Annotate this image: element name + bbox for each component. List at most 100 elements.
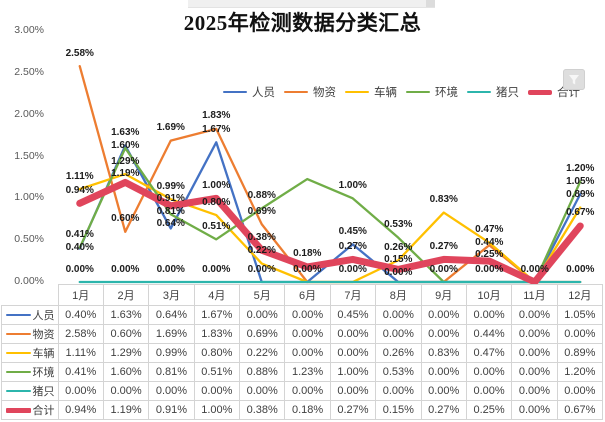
table-value-cell: 0.27%	[420, 400, 467, 420]
table-value-cell: 0.00%	[465, 362, 513, 382]
legend-item-2[interactable]: 车辆	[345, 84, 397, 100]
table-value-cell: 1.67%	[193, 305, 241, 325]
table-value-cell: 1.19%	[102, 400, 150, 420]
table-value-cell: 0.38%	[238, 400, 286, 420]
table-value-cell: 0.00%	[511, 400, 558, 420]
legend-swatch	[223, 90, 247, 94]
series-swatch	[6, 313, 31, 317]
legend-item-4[interactable]: 猪只	[467, 84, 519, 100]
table-value-cell: 0.94%	[57, 400, 104, 420]
table-value-cell: 0.25%	[465, 400, 513, 420]
table-value-cell: 0.69%	[238, 324, 286, 344]
table-value-cell: 0.00%	[511, 324, 558, 344]
table-value-cell: 0.99%	[148, 343, 195, 363]
table-value-cell: 0.44%	[465, 324, 513, 344]
table-value-cell: 0.00%	[284, 343, 331, 363]
series-swatch	[6, 370, 31, 374]
table-value-cell: 0.00%	[329, 381, 377, 401]
series-swatch	[6, 389, 31, 393]
table-value-cell: 0.47%	[465, 343, 513, 363]
table-value-cell: 0.00%	[375, 381, 422, 401]
table-value-cell: 0.00%	[238, 381, 286, 401]
table-value-cell: 0.40%	[57, 305, 104, 325]
y-axis-tick: 2.00%	[14, 107, 44, 120]
month-header-cell: 4月	[193, 284, 241, 306]
funnel-icon	[569, 74, 579, 84]
chart-data-table: 1月 2月 3月 4月 5月 6月 7月 8月 9月 10月 11月 12月 人员 0.40% 1.63% 0…	[1, 284, 604, 420]
legend-swatch	[284, 90, 308, 94]
y-axis-tick: 3.00%	[14, 24, 44, 36]
series-label-cell: 人员	[1, 305, 59, 325]
table-value-cell: 0.00%	[57, 381, 104, 401]
month-header-cell: 7月	[329, 284, 377, 306]
month-header-cell: 6月	[284, 284, 331, 306]
table-value-cell: 2.58%	[57, 324, 104, 344]
table-value-cell: 0.00%	[420, 381, 467, 401]
series-label-cell: 物资	[1, 324, 59, 344]
month-header-cell: 12月	[556, 284, 604, 306]
table-value-cell: 0.00%	[284, 381, 331, 401]
series-name: 猪只	[32, 386, 55, 398]
table-header-row: 1月 2月 3月 4月 5月 6月 7月 8月 9月 10月 11月 12月	[1, 284, 604, 306]
legend-item-3[interactable]: 环境	[406, 84, 458, 100]
table-value-cell: 0.00%	[284, 305, 331, 325]
table-value-cell: 0.83%	[420, 343, 467, 363]
table-value-cell: 0.26%	[375, 343, 422, 363]
legend-item-5[interactable]: 合计	[528, 84, 580, 100]
table-value-cell: 0.00%	[420, 362, 467, 382]
table-value-cell: 0.89%	[556, 343, 604, 363]
table-value-cell: 1.11%	[57, 343, 104, 363]
table-row-2: 车辆 1.11% 1.29% 0.99% 0.80% 0.22% 0.00% 0.00% 0.2…	[1, 343, 604, 363]
table-value-cell: 1.29%	[102, 343, 150, 363]
legend-label: 环境	[435, 87, 458, 99]
table-value-cell: 1.83%	[193, 324, 241, 344]
table-value-cell: 1.20%	[556, 362, 604, 382]
table-corner-cell	[1, 284, 59, 306]
window-edge-nub	[426, 0, 435, 7]
table-value-cell: 1.05%	[556, 305, 604, 325]
series-swatch	[6, 407, 31, 413]
legend-label: 车辆	[374, 87, 397, 99]
table-value-cell: 0.91%	[148, 400, 195, 420]
table-value-cell: 1.60%	[102, 362, 150, 382]
legend-label: 猪只	[496, 87, 519, 99]
table-value-cell: 0.80%	[193, 343, 241, 363]
month-header-cell: 11月	[511, 284, 558, 306]
table-row-0: 人员 0.40% 1.63% 0.64% 1.67% 0.00% 0.00% 0.45% 0.0…	[1, 305, 604, 325]
legend-label: 物资	[313, 87, 336, 99]
table-value-cell: 0.00%	[238, 305, 286, 325]
table-value-cell: 0.81%	[148, 362, 195, 382]
line-plot	[76, 64, 584, 286]
legend-item-1[interactable]: 物资	[284, 84, 336, 100]
table-row-5: 合计 0.94% 1.19% 0.91% 1.00% 0.38% 0.18% 0.27% 0.1…	[1, 400, 604, 420]
legend-item-0[interactable]: 人员	[223, 84, 275, 100]
month-header-cell: 3月	[148, 284, 195, 306]
table-value-cell: 1.69%	[148, 324, 195, 344]
y-axis-tick: 2.50%	[14, 65, 44, 78]
table-value-cell: 1.23%	[284, 362, 331, 382]
table-value-cell: 0.00%	[375, 324, 422, 344]
chart-legend: 人员 物资 车辆 环境 猪只 合计	[223, 84, 580, 100]
chart-filter-icon[interactable]	[563, 69, 585, 90]
table-row-1: 物资 2.58% 0.60% 1.69% 1.83% 0.69% 0.00% 0.00% 0.0…	[1, 324, 604, 344]
table-row-3: 环境 0.41% 1.60% 0.81% 0.51% 0.88% 1.23% 1.00% 0.5…	[1, 362, 604, 382]
month-header-cell: 9月	[420, 284, 467, 306]
series-name: 物资	[32, 329, 55, 341]
table-value-cell: 0.67%	[556, 400, 604, 420]
series-name: 环境	[32, 367, 55, 379]
table-value-cell: 0.00%	[148, 381, 195, 401]
table-value-cell: 0.51%	[193, 362, 241, 382]
table-value-cell: 0.00%	[511, 362, 558, 382]
month-header-cell: 2月	[102, 284, 150, 306]
table-value-cell: 0.88%	[238, 362, 286, 382]
table-value-cell: 1.00%	[329, 362, 377, 382]
legend-label: 人员	[252, 87, 275, 99]
series-name: 合计	[32, 405, 55, 417]
y-axis-tick: 0.50%	[14, 233, 44, 246]
table-row-4: 猪只 0.00% 0.00% 0.00% 0.00% 0.00% 0.00% 0.00% 0.0…	[1, 381, 604, 401]
table-value-cell: 0.00%	[465, 305, 513, 325]
table-value-cell: 0.00%	[556, 324, 604, 344]
chart-title: 2025年检测数据分类汇总	[183, 11, 422, 35]
table-value-cell: 0.00%	[511, 381, 558, 401]
window-edge-strip	[188, 0, 435, 8]
